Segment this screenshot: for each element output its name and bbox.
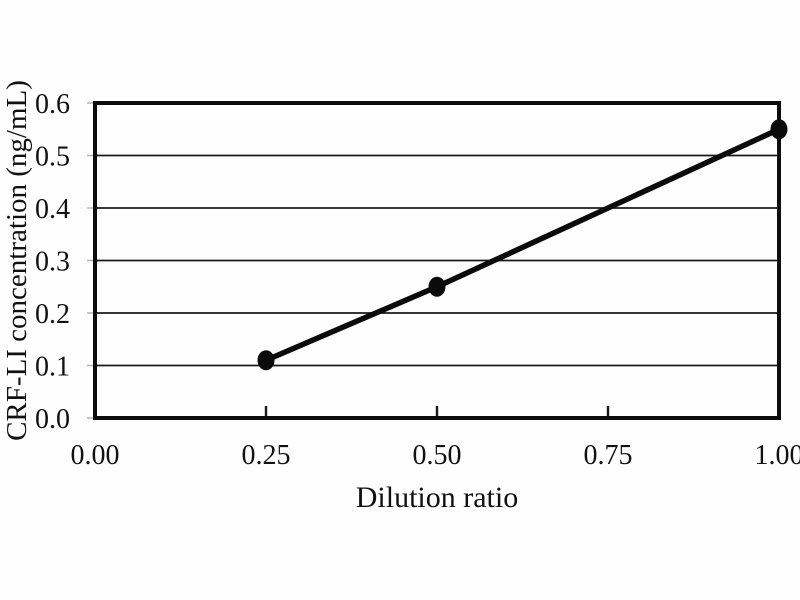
x-tick-label: 0.75	[584, 440, 633, 471]
data-point	[428, 276, 446, 297]
y-tick-label: 0.0	[35, 404, 70, 435]
y-tick-label: 0.3	[35, 247, 70, 278]
x-tick-label: 0.25	[242, 440, 291, 471]
trend-line	[263, 126, 782, 363]
y-tick-label: 0.6	[35, 89, 70, 120]
data-point	[257, 350, 275, 371]
y-tick-label: 0.5	[35, 142, 70, 173]
y-tick-label: 0.4	[35, 194, 70, 225]
data-point	[770, 119, 788, 140]
y-axis-title: CRF-LI concentration (ng/mL)	[1, 80, 33, 441]
plot-frame	[93, 101, 781, 420]
y-tick-label: 0.2	[35, 299, 70, 330]
x-tick-label: 0.50	[413, 440, 462, 471]
y-tick-label: 0.1	[35, 352, 70, 383]
x-tick-label: 1.00	[755, 440, 800, 471]
x-axis-title: Dilution ratio	[356, 481, 518, 514]
x-tick-label: 0.00	[71, 440, 120, 471]
